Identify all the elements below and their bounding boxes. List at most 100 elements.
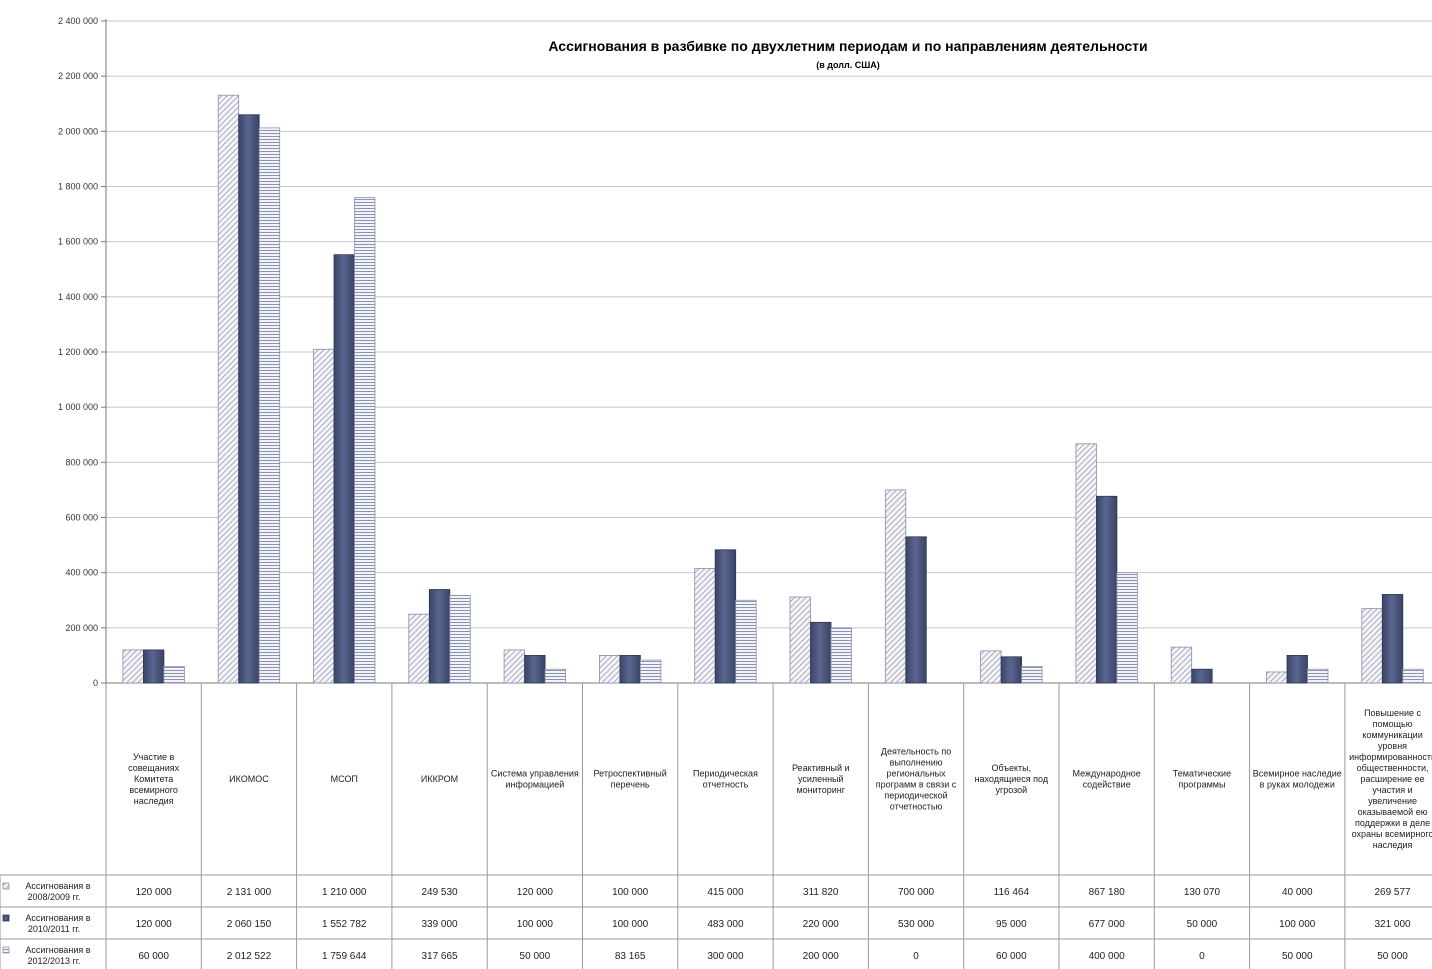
y-axis-ticks: 0 200 000 400 000 600 000 800 000 1 000 000 1 … xyxy=(58,16,98,688)
legend-swatch xyxy=(2,914,10,922)
bar-series-1 xyxy=(980,650,1002,684)
table-cell-value: 50 000 xyxy=(1377,951,1408,962)
table-cell-value: 269 577 xyxy=(1374,887,1411,898)
legend-label: Ассигнования в 2008/2009 гг. xyxy=(25,881,90,902)
table-cell-value: 100 000 xyxy=(612,919,649,930)
bar-series-2 xyxy=(714,549,737,684)
y-tick-label: 2 000 000 xyxy=(58,126,98,136)
table-cell-value: 50 000 xyxy=(1187,919,1218,930)
table-cell-value: 2 131 000 xyxy=(227,887,272,898)
y-tick-label: 800 000 xyxy=(65,457,98,467)
category-label-line: ИКОМОС xyxy=(229,774,269,784)
bar-series-3 xyxy=(163,666,185,684)
bar-series-2 xyxy=(1381,594,1404,684)
table-cell-value: 40 000 xyxy=(1282,887,1313,898)
table-cell-value: 50 000 xyxy=(1282,951,1313,962)
legend-label-line: 2010/2011 гг. xyxy=(28,924,80,934)
table-cell-value: 60 000 xyxy=(996,951,1027,962)
bar-series-3 xyxy=(640,659,662,684)
table-cell-value: 2 060 150 xyxy=(227,919,272,930)
category-label-line: Повышение с xyxy=(1364,708,1421,718)
y-tick-label: 0 xyxy=(93,678,98,688)
category-label-line: находящиеся под xyxy=(975,774,1049,784)
bar-series-2 xyxy=(1000,656,1022,684)
category-label-line: Участие в xyxy=(133,752,175,762)
chart-title: Ассигнования в разбивке по двухлетним пе… xyxy=(548,38,1147,54)
category-label-line: ИККРОМ xyxy=(421,774,458,784)
table-cell-value: 130 070 xyxy=(1184,887,1221,898)
category-label-line: поддержки в деле xyxy=(1355,818,1430,828)
category-label-line: перечень xyxy=(611,780,650,790)
table-cell-value: 200 000 xyxy=(803,951,840,962)
table-cell-value: 100 000 xyxy=(517,919,554,930)
bar-series-2 xyxy=(142,649,165,684)
bar-series-1 xyxy=(694,568,716,684)
bar-series-2 xyxy=(810,621,832,684)
bar-series-1 xyxy=(1170,646,1193,684)
category-label-line: всемирного xyxy=(129,785,177,795)
category-label: Всемирное наследие в руках молодежи xyxy=(1253,769,1342,790)
bar-series-3 xyxy=(449,594,471,684)
table-cell-value: 220 000 xyxy=(803,919,840,930)
bar-series-1 xyxy=(408,613,430,684)
category-label-line: программ в связи с xyxy=(876,780,957,790)
category-label-line: мониторинг xyxy=(796,785,845,795)
bar-series-2 xyxy=(1191,668,1213,684)
bar-series-1 xyxy=(503,649,526,684)
category-label: Реактивный и усиленный мониторинг xyxy=(792,763,850,795)
table-cell-value: 249 530 xyxy=(421,887,458,898)
bar-series-3 xyxy=(1021,666,1043,684)
table-cell-value: 120 000 xyxy=(517,887,554,898)
category-label-line: содействие xyxy=(1083,780,1131,790)
legend-swatch xyxy=(2,946,10,954)
bar-series-3 xyxy=(258,127,281,684)
table-cell-value: 677 000 xyxy=(1089,919,1126,930)
category-label: Тематические программы xyxy=(1173,769,1231,790)
category-label-line: увеличение xyxy=(1368,796,1417,806)
table-cell-value: 867 180 xyxy=(1089,887,1126,898)
category-label: Система управления информацией xyxy=(491,769,579,790)
category-label-line: помощью xyxy=(1373,719,1413,729)
category-label-line: Объекты, xyxy=(992,763,1032,773)
legend-swatch xyxy=(2,882,10,890)
category-label-line: Ретроспективный xyxy=(594,769,667,779)
legend-label-line: Ассигнования в xyxy=(25,913,90,923)
table-cell-value: 415 000 xyxy=(707,887,744,898)
category-label-line: наследия xyxy=(1373,840,1413,850)
category-label-line: коммуникации xyxy=(1362,730,1422,740)
bar-series-2 xyxy=(1096,495,1118,684)
y-tick-label: 600 000 xyxy=(65,513,98,523)
y-tick-label: 2 400 000 xyxy=(58,16,98,26)
y-tick-label: 1 000 000 xyxy=(58,402,98,412)
bar-series-2 xyxy=(238,114,260,684)
table-cell-value: 400 000 xyxy=(1089,951,1126,962)
table-cell-value: 120 000 xyxy=(136,919,173,930)
bar-series-1 xyxy=(1266,671,1288,684)
legend-label: Ассигнования в 2010/2011 гг. xyxy=(25,913,90,934)
category-label-line: охраны всемирного xyxy=(1352,829,1432,839)
table-cell-value: 1 210 000 xyxy=(322,887,367,898)
category-label-line: Реактивный и xyxy=(792,763,850,773)
category-label-line: наследия xyxy=(134,796,174,806)
legend-label-line: 2008/2009 гг. xyxy=(27,892,80,902)
y-tick-label: 1 200 000 xyxy=(58,347,98,357)
y-tick-label: 1 800 000 xyxy=(58,182,98,192)
table-cell-value: 483 000 xyxy=(707,919,744,930)
category-label-line: Международное xyxy=(1073,769,1141,779)
data-table: 120 000 2 131 000 1 210 000 249 530 120 000 1… xyxy=(0,683,1432,969)
category-labels: Участие в совещаниях Комитета всемирного нас… xyxy=(128,708,1432,850)
category-label-line: информацией xyxy=(505,780,564,790)
category-label: Международное содействие xyxy=(1073,769,1141,790)
category-label-line: расширение ее xyxy=(1360,774,1424,784)
category-label-line: участия и xyxy=(1372,785,1412,795)
legend-label-line: Ассигнования в xyxy=(25,945,90,955)
bar-series-2 xyxy=(524,655,546,684)
table-cell-value: 100 000 xyxy=(612,887,649,898)
table-cell-value: 60 000 xyxy=(138,951,169,962)
category-label: Участие в совещаниях Комитета всемирного нас… xyxy=(128,752,180,806)
bar-series-1 xyxy=(884,489,907,684)
category-label-line: Система управления xyxy=(491,769,579,779)
table-cell-value: 1 552 782 xyxy=(322,919,367,930)
bar-series-2 xyxy=(1286,655,1308,684)
